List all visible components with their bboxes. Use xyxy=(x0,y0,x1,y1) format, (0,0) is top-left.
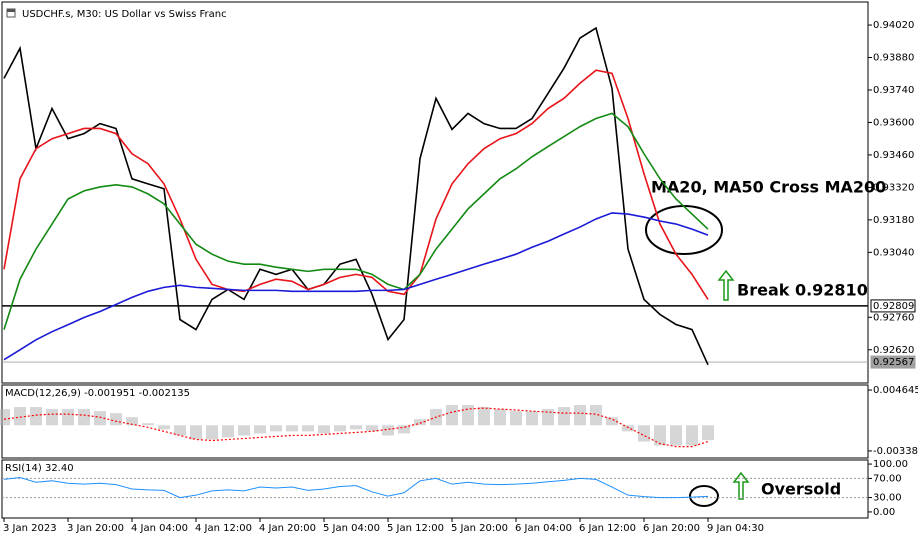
macd-bar xyxy=(526,411,538,426)
series-line xyxy=(3,69,709,300)
macd-bar xyxy=(334,425,346,432)
macd-bar xyxy=(30,407,42,426)
icon xyxy=(7,9,15,12)
y-tick-label: 0.93040 xyxy=(873,247,914,258)
y-tick-label: 0.93740 xyxy=(873,85,914,96)
price-label-box xyxy=(870,355,916,369)
price-label: 0.92809 xyxy=(873,301,914,312)
macd-bar xyxy=(622,425,634,432)
x-tick-label: 4 Jan 20:00 xyxy=(259,523,316,534)
macd-bar xyxy=(62,409,74,426)
price-label-box xyxy=(870,299,916,313)
macd-bar xyxy=(366,425,378,432)
y-tick-label: 0.93600 xyxy=(873,117,914,128)
oversold-highlight xyxy=(689,485,719,507)
rsi-title: RSI(14) 32.40 xyxy=(5,463,74,474)
y-tick-label: 0.004645 xyxy=(873,385,918,396)
macd-bar xyxy=(478,407,490,426)
macd-bar xyxy=(0,409,10,426)
y-tick-label: 0.92760 xyxy=(873,312,914,323)
y-tick-label: 0.00 xyxy=(873,507,895,518)
macd-bar xyxy=(158,425,170,430)
up-arrow xyxy=(732,471,750,500)
macd-bar xyxy=(78,409,90,426)
macd-bar xyxy=(318,425,330,434)
macd-bar xyxy=(46,409,58,426)
rsi-panel xyxy=(1,459,869,519)
macd-bar xyxy=(558,407,570,426)
macd-bar xyxy=(238,425,250,436)
y-tick-label: 0.93180 xyxy=(873,215,914,226)
x-tick-label: 5 Jan 12:00 xyxy=(387,523,444,534)
price-label: 0.92567 xyxy=(873,357,914,368)
macd-bar xyxy=(142,423,154,426)
annotation: Break 0.92810 xyxy=(737,281,868,300)
macd-bar xyxy=(94,411,106,426)
macd-bar xyxy=(702,425,714,441)
macd-bar xyxy=(462,405,474,426)
y-tick-label: -0.003380 xyxy=(873,446,918,457)
annotation: Oversold xyxy=(761,480,841,499)
up-arrow xyxy=(717,269,735,301)
macd-bar xyxy=(206,425,218,440)
macd-bar xyxy=(190,425,202,440)
macd-bar xyxy=(302,425,314,432)
macd-bar xyxy=(350,425,362,430)
x-tick-label: 6 Jan 20:00 xyxy=(643,523,700,534)
macd-bar xyxy=(270,425,282,432)
x-tick-label: 6 Jan 12:00 xyxy=(579,523,636,534)
x-tick-label: 3 Jan 2023 xyxy=(3,523,57,534)
macd-bar xyxy=(14,407,26,426)
series-line xyxy=(3,26,709,366)
macd-bar xyxy=(398,425,410,434)
macd-bar xyxy=(574,405,586,426)
macd-bar xyxy=(494,409,506,426)
y-tick-label: 30.00 xyxy=(873,493,902,504)
y-tick-label: 70.00 xyxy=(873,473,902,484)
series-line xyxy=(3,212,709,361)
y-tick-label: 100.00 xyxy=(873,459,908,470)
macd-title: MACD(12,26,9) -0.001951 -0.002135 xyxy=(5,388,190,399)
x-tick-label: 4 Jan 12:00 xyxy=(195,523,252,534)
macd-bar xyxy=(110,413,122,426)
macd-bar xyxy=(590,405,602,426)
x-tick-label: 5 Jan 04:00 xyxy=(323,523,380,534)
macd-bar xyxy=(222,425,234,438)
macd-bar xyxy=(126,417,138,426)
macd-bar xyxy=(174,425,186,436)
series-line xyxy=(3,407,709,448)
series-line xyxy=(3,476,709,499)
cross-highlight xyxy=(645,205,723,255)
macd-bar xyxy=(542,409,554,426)
y-tick-label: 0.92620 xyxy=(873,345,914,356)
annotation: MA20, MA50 Cross MA200 xyxy=(651,178,886,197)
macd-bar xyxy=(638,425,650,442)
macd-bar xyxy=(686,425,698,446)
series-line xyxy=(3,112,709,330)
main-panel xyxy=(1,1,869,384)
macd-bar xyxy=(446,405,458,426)
x-tick-label: 3 Jan 20:00 xyxy=(67,523,124,534)
x-tick-label: 5 Jan 20:00 xyxy=(451,523,508,534)
y-tick-label: 0.94020 xyxy=(873,20,914,31)
x-tick-label: 4 Jan 04:00 xyxy=(131,523,188,534)
y-tick-label: 0.93320 xyxy=(873,182,914,193)
macd-bar xyxy=(510,411,522,426)
macd-bar xyxy=(286,425,298,432)
macd-bar xyxy=(414,419,426,426)
y-tick-label: 0.93880 xyxy=(873,53,914,64)
x-tick-label: 6 Jan 04:00 xyxy=(515,523,572,534)
chart-title: USDCHF.s, M30: US Dollar vs Swiss Franc xyxy=(22,9,227,20)
x-tick-label: 9 Jan 04:30 xyxy=(707,523,764,534)
y-tick-label: 0.93460 xyxy=(873,150,914,161)
macd-bar xyxy=(654,425,666,446)
macd-bar xyxy=(254,425,266,434)
macd-bar xyxy=(382,425,394,436)
macd-bar xyxy=(670,425,682,446)
macd-bar xyxy=(606,417,618,426)
